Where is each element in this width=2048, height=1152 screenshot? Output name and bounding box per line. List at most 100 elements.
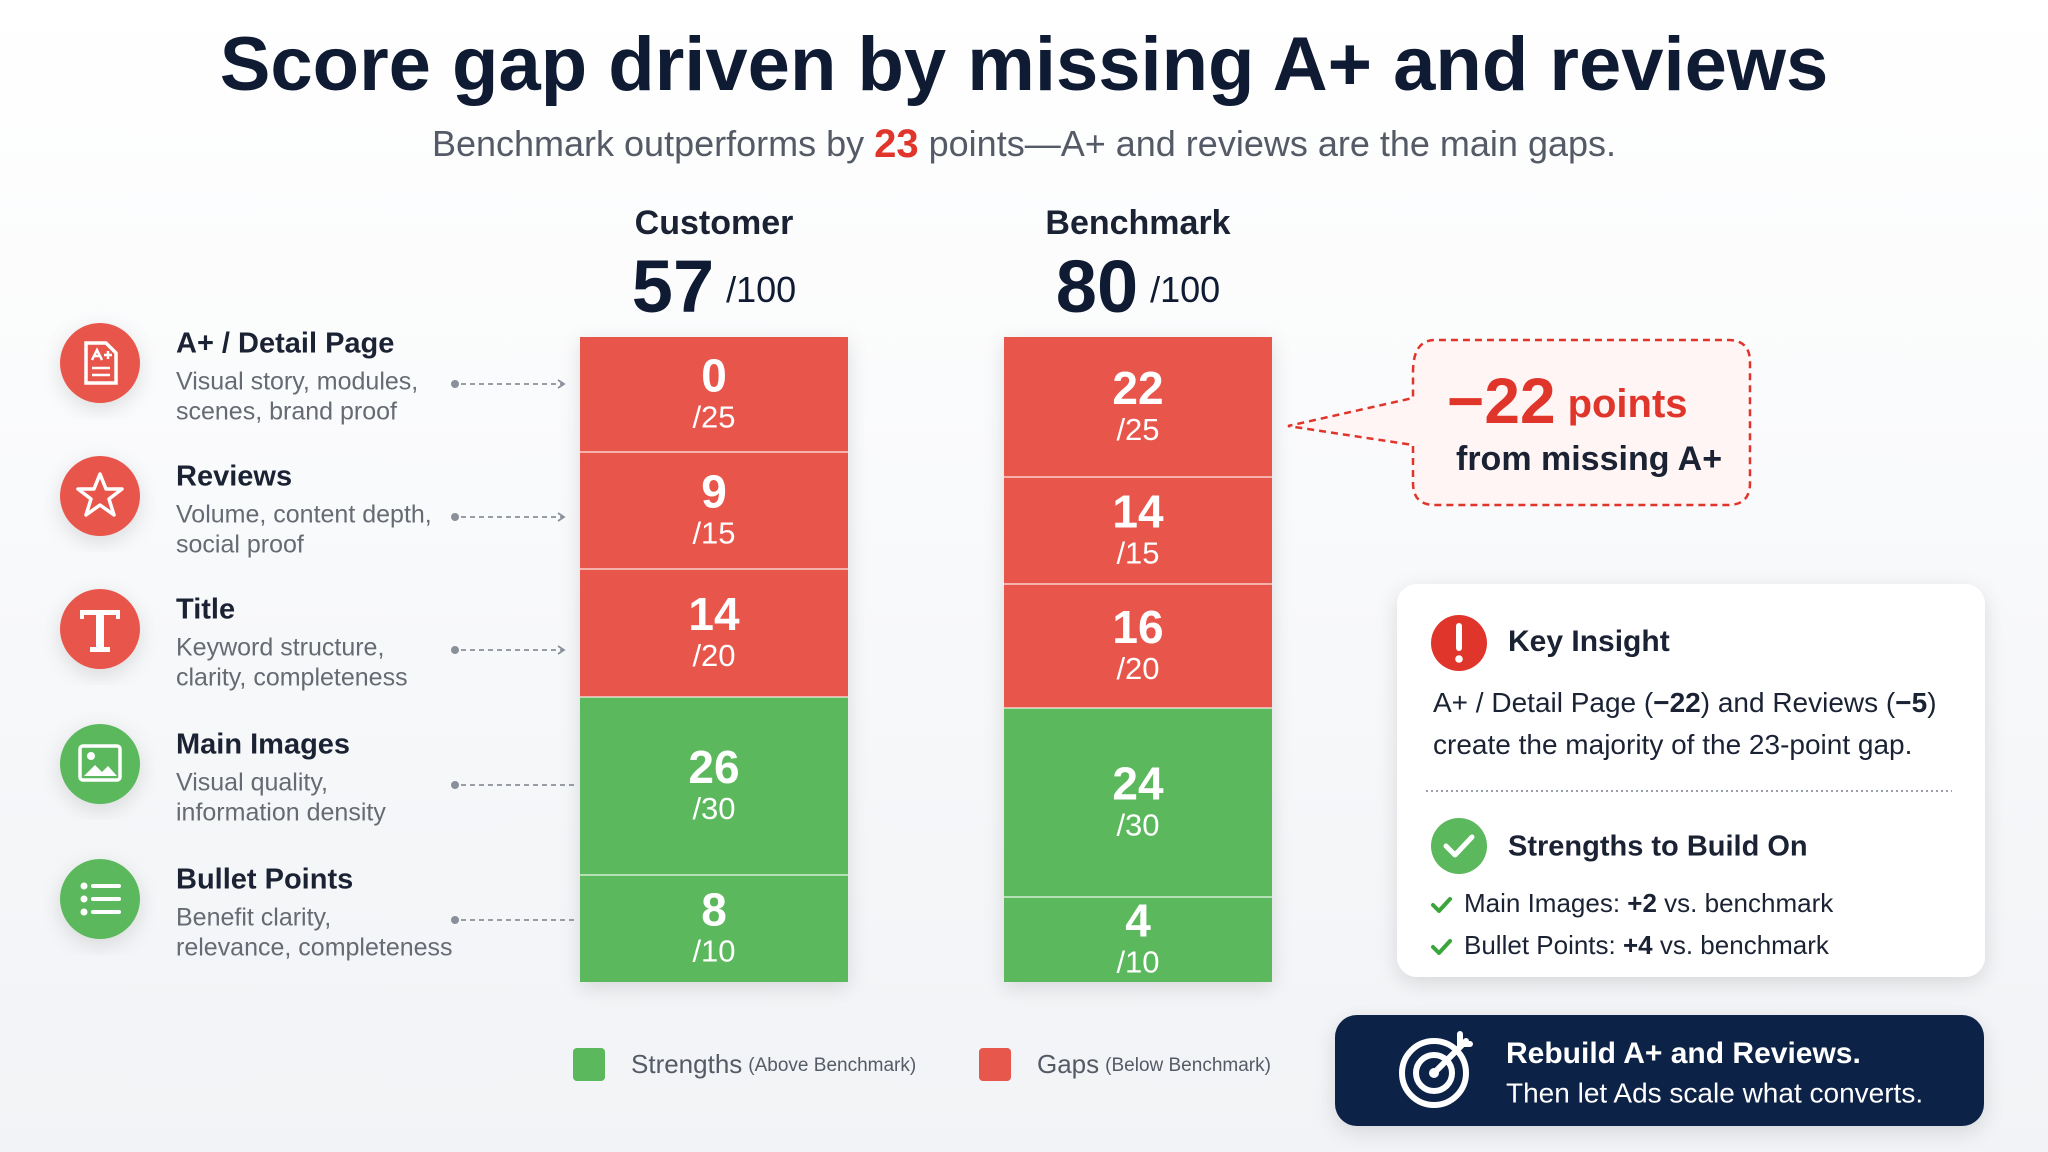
insight-body-part: −5 bbox=[1895, 687, 1927, 718]
column-name: Customer bbox=[635, 204, 794, 242]
segment bbox=[580, 569, 848, 697]
segment-max: /10 bbox=[1116, 945, 1159, 980]
category-description: Keyword structure, bbox=[176, 634, 384, 662]
strengths-title: Strengths to Build On bbox=[1508, 831, 1808, 863]
callout-text: from missing A+ bbox=[1456, 440, 1722, 478]
subtitle-text: Benchmark outperforms by bbox=[432, 123, 874, 164]
insight-body-part: ) bbox=[1927, 687, 1936, 718]
segment-score: 0 bbox=[701, 350, 727, 402]
segment bbox=[1004, 477, 1272, 584]
cta-line: Rebuild A+ and Reviews. bbox=[1506, 1037, 1861, 1070]
strength-item-part: vs. benchmark bbox=[1657, 888, 1834, 918]
segment-max: /25 bbox=[1116, 412, 1159, 447]
connector-dot bbox=[451, 781, 459, 789]
score-total: /100 bbox=[726, 269, 796, 310]
subtitle-text: points—A+ and reviews are the main gaps. bbox=[919, 123, 1616, 164]
callout-headline: −22 points bbox=[1447, 365, 1688, 437]
subtitle-highlight: 23 bbox=[874, 122, 919, 166]
segment-score: 22 bbox=[1112, 362, 1163, 414]
insight-title: Key Insight bbox=[1508, 625, 1670, 658]
segment-max: /30 bbox=[1116, 808, 1159, 843]
cta-banner: Rebuild A+ and Reviews. Then let Ads sca… bbox=[1335, 1015, 1984, 1126]
score-value: 57 bbox=[632, 245, 714, 328]
segment bbox=[580, 697, 848, 875]
category-description: Visual quality, bbox=[176, 769, 328, 797]
category-description: clarity, completeness bbox=[176, 664, 408, 692]
insight-body-part: −22 bbox=[1653, 687, 1701, 718]
segment bbox=[580, 875, 848, 982]
insight-body-part: create the majority of the 23-point gap. bbox=[1433, 729, 1912, 760]
score-column bbox=[580, 337, 848, 982]
segment-score: 14 bbox=[1112, 486, 1164, 538]
title: Score gap driven by missing A+ and revie… bbox=[220, 22, 1829, 107]
segment bbox=[580, 452, 848, 569]
segment-max: /20 bbox=[692, 638, 735, 673]
category-title: Bullet Points bbox=[176, 864, 353, 896]
callout-value: −22 bbox=[1447, 365, 1556, 437]
segment-max: /20 bbox=[1116, 651, 1159, 686]
connector-dot bbox=[451, 916, 459, 924]
segment-max: /10 bbox=[692, 934, 735, 969]
segment-score: 24 bbox=[1112, 758, 1164, 810]
segment-score: 26 bbox=[688, 741, 739, 793]
icon-title bbox=[60, 589, 140, 669]
strength-item-part: +4 bbox=[1623, 930, 1653, 960]
icon-reviews bbox=[60, 456, 140, 536]
strength-item-part: vs. benchmark bbox=[1653, 930, 1830, 960]
column-score: 80/100 bbox=[1056, 245, 1220, 328]
category-description: information density bbox=[176, 799, 386, 827]
segment-score: 9 bbox=[701, 466, 727, 518]
icon-detail-page bbox=[60, 323, 140, 403]
connector-dot bbox=[451, 513, 459, 521]
legend-label: Gaps (Below Benchmark) bbox=[1037, 1049, 1271, 1079]
callout: −22 points from missing A+ bbox=[1287, 338, 1752, 507]
segment bbox=[580, 337, 848, 452]
subtitle: Benchmark outperforms by 23 points—A+ an… bbox=[432, 122, 1616, 166]
legend-note: (Above Benchmark) bbox=[748, 1055, 916, 1076]
strength-item-part: Main Images: bbox=[1464, 888, 1627, 918]
segment-max: /25 bbox=[692, 400, 735, 435]
legend-note: (Below Benchmark) bbox=[1105, 1055, 1271, 1076]
legend-swatch bbox=[573, 1048, 605, 1081]
category-description: scenes, brand proof bbox=[176, 398, 397, 426]
insight-body-part: A+ / Detail Page ( bbox=[1433, 687, 1654, 718]
category-description: Visual story, modules, bbox=[176, 368, 418, 396]
category-title: Reviews bbox=[176, 461, 292, 493]
insight-body: A+ / Detail Page (−22) and Reviews (−5) bbox=[1433, 687, 1937, 718]
segment bbox=[1004, 708, 1272, 897]
category-description: Benefit clarity, bbox=[176, 904, 331, 932]
icon-images bbox=[60, 724, 140, 804]
legend-swatch bbox=[979, 1048, 1011, 1081]
strength-item-part: +2 bbox=[1627, 888, 1657, 918]
segment-score: 14 bbox=[688, 588, 740, 640]
cta-line: Then let Ads scale what converts. bbox=[1506, 1077, 1923, 1108]
category-title: A+ / Detail Page bbox=[176, 328, 394, 360]
insight-body: create the majority of the 23-point gap. bbox=[1433, 729, 1912, 760]
segment-max: /15 bbox=[692, 516, 735, 551]
category-description: Volume, content depth, bbox=[176, 501, 432, 529]
legend-text: Gaps bbox=[1037, 1049, 1099, 1079]
column-score: 57/100 bbox=[632, 245, 796, 328]
segment-max: /15 bbox=[1116, 536, 1159, 571]
score-total: /100 bbox=[1150, 269, 1220, 310]
segment-score: 16 bbox=[1112, 601, 1163, 653]
category-title: Main Images bbox=[176, 729, 350, 761]
connector-arrow bbox=[557, 645, 566, 655]
connector-dot bbox=[451, 646, 459, 654]
insight-body-part: ) and Reviews ( bbox=[1701, 687, 1896, 718]
legend-text: Strengths bbox=[631, 1049, 742, 1079]
column-name: Benchmark bbox=[1045, 204, 1230, 242]
strength-item-part: Bullet Points: bbox=[1464, 930, 1623, 960]
connector-dot bbox=[451, 380, 459, 388]
segment-score: 4 bbox=[1125, 895, 1151, 947]
callout-unit: points bbox=[1568, 382, 1688, 426]
segment-score: 8 bbox=[701, 884, 727, 936]
connector-arrow bbox=[557, 512, 566, 522]
segment bbox=[1004, 584, 1272, 708]
category-description: relevance, completeness bbox=[176, 934, 453, 962]
insight-card: Key Insight Strengths to Build On bbox=[1397, 584, 1985, 977]
segment bbox=[1004, 337, 1272, 477]
icon-bullets bbox=[60, 859, 140, 939]
